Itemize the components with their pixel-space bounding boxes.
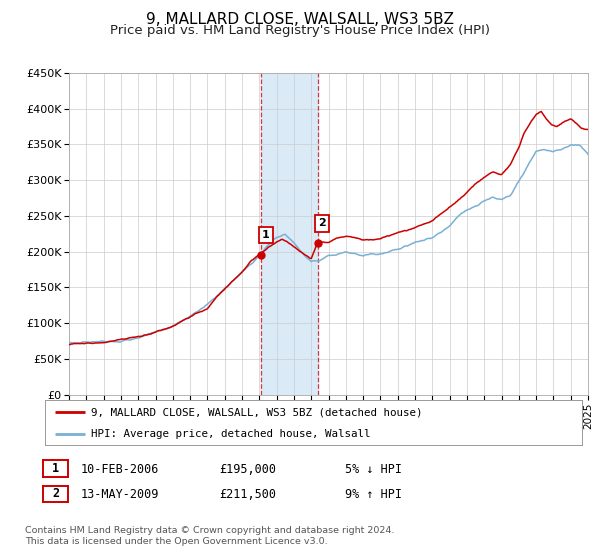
Bar [261,73,317,395]
Text: 2: 2 [318,218,326,228]
Text: Price paid vs. HM Land Registry's House Price Index (HPI): Price paid vs. HM Land Registry's House … [110,24,490,36]
Text: 9% ↑ HPI: 9% ↑ HPI [345,488,402,501]
Text: 2: 2 [52,487,59,501]
Text: 9, MALLARD CLOSE, WALSALL, WS3 5BZ (detached house): 9, MALLARD CLOSE, WALSALL, WS3 5BZ (deta… [91,407,422,417]
Text: 9, MALLARD CLOSE, WALSALL, WS3 5BZ: 9, MALLARD CLOSE, WALSALL, WS3 5BZ [146,12,454,27]
Text: 1: 1 [52,462,59,475]
Text: 1: 1 [262,230,269,240]
Text: 10-FEB-2006: 10-FEB-2006 [81,463,160,476]
Text: 13-MAY-2009: 13-MAY-2009 [81,488,160,501]
Text: HPI: Average price, detached house, Walsall: HPI: Average price, detached house, Wals… [91,430,370,440]
Text: Contains HM Land Registry data © Crown copyright and database right 2024.
This d: Contains HM Land Registry data © Crown c… [25,526,395,546]
Text: £211,500: £211,500 [219,488,276,501]
Text: 5% ↓ HPI: 5% ↓ HPI [345,463,402,476]
Text: £195,000: £195,000 [219,463,276,476]
